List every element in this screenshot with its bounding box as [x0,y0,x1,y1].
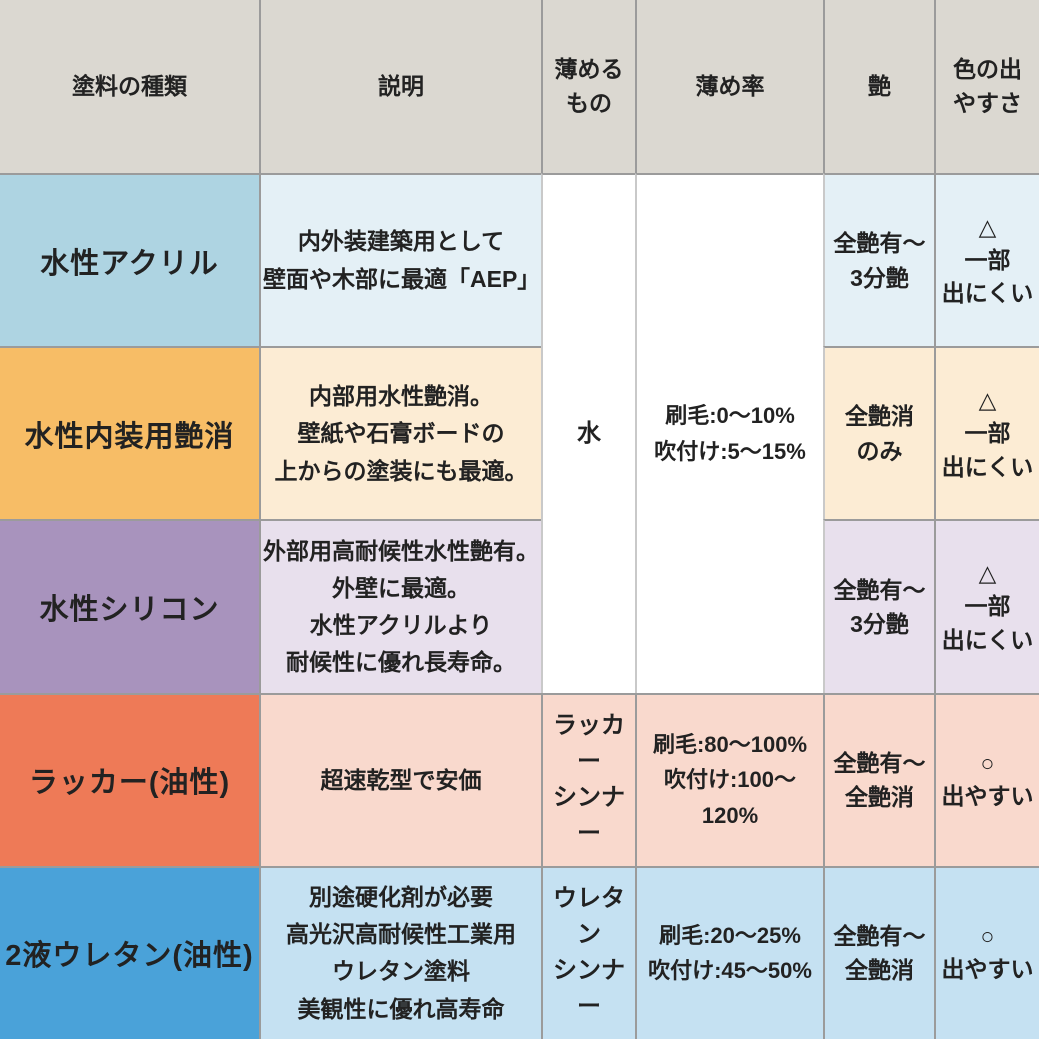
table-row: 水性アクリル 内外装建築用として 壁面や木部に最適「AEP」 水 刷毛:0〜10… [0,173,1039,693]
gloss-cell: 全艶有〜 全艶消 [823,692,934,866]
ratio-cell-merged: 刷毛:0〜10% 吹付け:5〜15% [635,173,823,693]
header-color-ease: 色の出 やすさ [934,0,1039,174]
table-row: 水性シリコン 外部用高耐候性水性艶有。 外壁に最適。 水性アクリルより 耐候性に… [0,519,1039,693]
paint-type-cell: ラッカー(油性) [0,692,259,866]
thinner-cell: ラッカー シンナー [541,692,635,866]
description-cell: 超速乾型で安価 [259,692,541,866]
paint-type-cell: 水性シリコン [0,519,259,693]
header-thinner: 薄める もの [541,0,635,174]
header-row: 塗料の種類 説明 薄める もの 薄め率 艶 色の出 やすさ [0,0,1039,174]
paint-type-cell: 水性アクリル [0,173,259,347]
ratio-cell: 刷毛:80〜100% 吹付け:100〜120% [635,692,823,866]
color-ease-cell: △ 一部 出にくい [934,519,1039,693]
header-ratio: 薄め率 [635,0,823,174]
gloss-cell: 全艶有〜 3分艶 [823,519,934,693]
table-row: ラッカー(油性) 超速乾型で安価 ラッカー シンナー 刷毛:80〜100% 吹付… [0,692,1039,866]
paint-type-cell: 水性内装用艶消 [0,346,259,520]
paint-type-cell: 2液ウレタン(油性) [0,865,259,1039]
color-ease-cell: ○ 出やすい [934,692,1039,866]
header-gloss: 艶 [823,0,934,174]
description-cell: 別途硬化剤が必要 高光沢高耐候性工業用 ウレタン塗料 美観性に優れ高寿命 [259,865,541,1039]
ratio-cell: 刷毛:20〜25% 吹付け:45〜50% [635,865,823,1039]
header-description: 説明 [259,0,541,174]
thinner-cell: ウレタン シンナー [541,865,635,1039]
header-paint-type: 塗料の種類 [0,0,259,174]
color-ease-cell: △ 一部 出にくい [934,173,1039,347]
thinner-cell-merged: 水 [541,173,635,693]
description-cell: 内部用水性艶消。 壁紙や石膏ボードの 上からの塗装にも最適。 [259,346,541,520]
gloss-cell: 全艶消 のみ [823,346,934,520]
color-ease-cell: ○ 出やすい [934,865,1039,1039]
table-row: 2液ウレタン(油性) 別途硬化剤が必要 高光沢高耐候性工業用 ウレタン塗料 美観… [0,865,1039,1039]
gloss-cell: 全艶有〜 3分艶 [823,173,934,347]
gloss-cell: 全艶有〜 全艶消 [823,865,934,1039]
description-cell: 内外装建築用として 壁面や木部に最適「AEP」 [259,173,541,347]
color-ease-cell: △ 一部 出にくい [934,346,1039,520]
table-row: 水性内装用艶消 内部用水性艶消。 壁紙や石膏ボードの 上からの塗装にも最適。 全… [0,346,1039,520]
description-cell: 外部用高耐候性水性艶有。 外壁に最適。 水性アクリルより 耐候性に優れ長寿命。 [259,519,541,693]
